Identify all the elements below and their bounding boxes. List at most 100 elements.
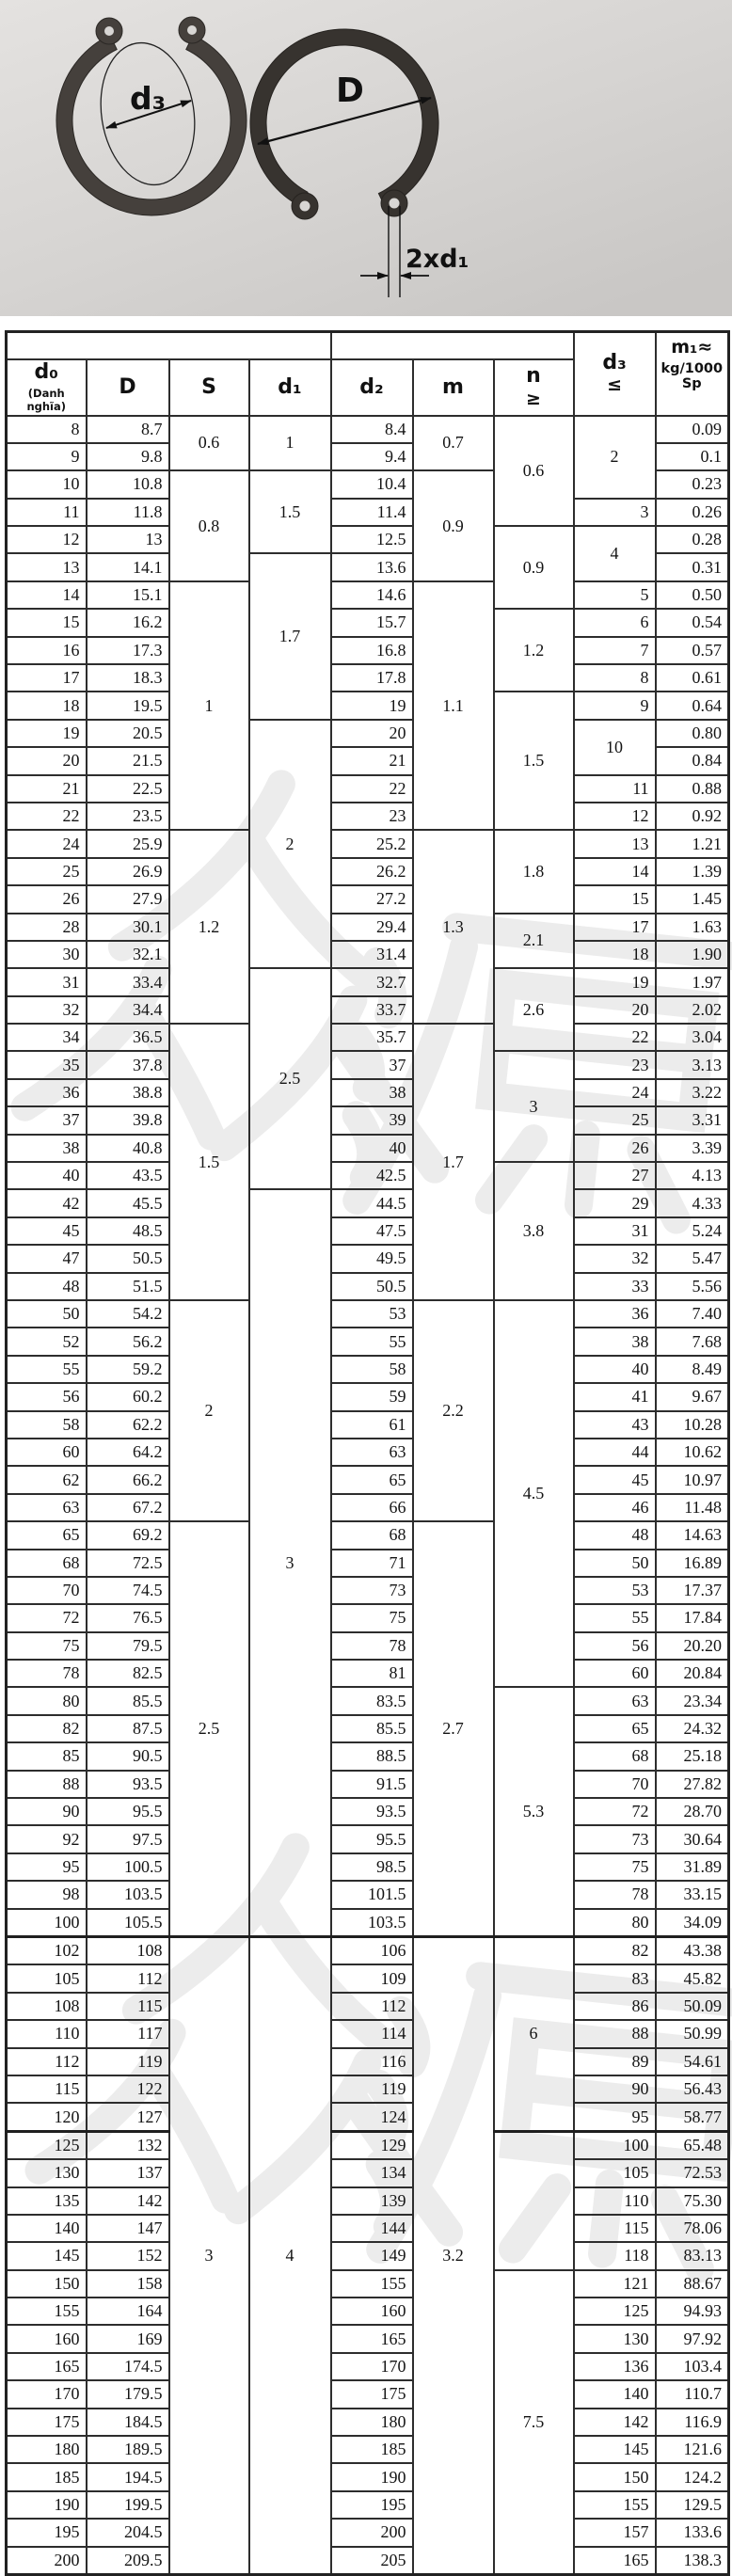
- cell-d1: 1.5: [247, 469, 332, 555]
- cell-d2: 160: [329, 2297, 414, 2327]
- cell-D: 152: [85, 2241, 170, 2271]
- cell-d2: 44.5: [329, 1188, 414, 1218]
- table-row: 34 36.5 1.5 35.7 1.7 22 3.04: [5, 1023, 730, 1301]
- cell-d2: 42.5: [329, 1161, 414, 1191]
- cell-n: 7.5: [492, 2268, 575, 2576]
- cell-d3: 31: [572, 1216, 657, 1247]
- cell-d0: 110: [5, 2019, 88, 2049]
- cell-n: 0.6: [492, 414, 575, 528]
- cell-d3: 86: [572, 1991, 657, 2022]
- col-header-d1-label: d₁: [278, 374, 302, 399]
- cell-d0: 15: [5, 608, 88, 638]
- cell-d0: 52: [5, 1327, 88, 1357]
- table-row: 130 137 134 105 72.53: [5, 2158, 730, 2188]
- cell-d2: 91.5: [329, 1769, 414, 1800]
- cell-d3: 41: [572, 1382, 657, 1412]
- cell-m: 1.1: [411, 580, 495, 832]
- cell-d2: 37: [329, 1050, 414, 1080]
- cell-d2: 39: [329, 1105, 414, 1136]
- table-row: 175 184.5 180 142 116.9: [5, 2407, 730, 2438]
- cell-d3: 48: [572, 1520, 657, 1550]
- cell-m1: 78.06: [654, 2213, 730, 2244]
- cell-d3: 150: [572, 2462, 657, 2492]
- cell-d3: 12: [572, 801, 657, 832]
- left-circlip-lug-hole: [187, 25, 197, 35]
- cell-d0: 185: [5, 2462, 88, 2492]
- cell-d2: 66: [329, 1492, 414, 1523]
- col-header-m1-label: m₁≈: [671, 337, 713, 358]
- cell-d0: 68: [5, 1548, 88, 1578]
- cell-d2: 170: [329, 2351, 414, 2382]
- cell-d0: 56: [5, 1382, 88, 1412]
- col-header-S-label: S: [201, 374, 216, 399]
- cell-d3: 18: [572, 939, 657, 970]
- cell-d3: 14: [572, 856, 657, 887]
- cell-m1: 0.28: [654, 525, 730, 555]
- cell-d0: 92: [5, 1824, 88, 1854]
- cell-D: 90.5: [85, 1741, 170, 1772]
- cell-m1: 58.77: [654, 2102, 730, 2133]
- cell-d3: 90: [572, 2074, 657, 2105]
- cell-d0: 100: [5, 1907, 88, 1938]
- cell-d0: 90: [5, 1797, 88, 1827]
- table-row: 82 87.5 85.5 65 24.32: [5, 1713, 730, 1744]
- photo-background: [0, 0, 732, 316]
- table-row: 170 179.5 175 140 110.7: [5, 2379, 730, 2409]
- cell-d3: 78: [572, 1880, 657, 1910]
- cell-d3: 142: [572, 2407, 657, 2438]
- cell-d2: 109: [329, 1964, 414, 1994]
- cell-m1: 97.92: [654, 2324, 730, 2354]
- table-row: 21 22.5 22 11 0.88: [5, 773, 730, 803]
- cell-d3: 68: [572, 1741, 657, 1772]
- col-header-D-label: D: [119, 374, 136, 399]
- cell-D: 54.2: [85, 1298, 170, 1329]
- cell-d2: 15.7: [329, 608, 414, 638]
- cell-D: 79.5: [85, 1630, 170, 1662]
- cell-D: 60.2: [85, 1382, 170, 1412]
- cell-D: 11.8: [85, 497, 170, 528]
- table-row: 120 127 124 95 58.77: [5, 2102, 730, 2133]
- cell-d3: 70: [572, 1769, 657, 1800]
- cell-d2: 58: [329, 1354, 414, 1385]
- right-circlip-lug-hole: [389, 198, 400, 209]
- cell-d3: 72: [572, 1797, 657, 1827]
- table-row: 17 18.3 17.8 8 0.61: [5, 663, 730, 693]
- cell-d1: 1.7: [247, 552, 332, 721]
- cell-d2: 13.6: [329, 552, 414, 582]
- cell-d2: 124: [329, 2102, 414, 2133]
- table-row: 11 11.8 11.4 3 0.26: [5, 497, 730, 528]
- table-row: 38 40.8 40 26 3.39: [5, 1133, 730, 1164]
- table-row: 92 97.5 95.5 73 30.64: [5, 1824, 730, 1854]
- col-header-D: D: [85, 358, 170, 417]
- cell-d2: 165: [329, 2324, 414, 2354]
- cell-d2: 81: [329, 1659, 414, 1689]
- cell-d2: 8.4: [329, 414, 414, 444]
- cell-m1: 94.93: [654, 2297, 730, 2327]
- cell-d3: 24: [572, 1077, 657, 1108]
- spec-table: d₃ ≤ m₁≈ kg/1000 Sp d₀ (Danh nghĩa) D S …: [5, 330, 731, 2576]
- cell-m1: 5.47: [654, 1244, 730, 1274]
- cell-d3: 15: [572, 884, 657, 914]
- cell-D: 164: [85, 2297, 170, 2327]
- cell-m1: 4.33: [654, 1188, 730, 1218]
- table-row: 32 34.4 33.7 20 2.02: [5, 994, 730, 1026]
- cell-D: 34.4: [85, 994, 170, 1026]
- cell-d3: 7: [572, 635, 657, 666]
- cell-d0: 50: [5, 1298, 88, 1329]
- cell-n: 2.1: [492, 912, 575, 970]
- cell-d0: 58: [5, 1409, 88, 1439]
- cell-m1: 11.48: [654, 1492, 730, 1523]
- cell-d0: 140: [5, 2213, 88, 2244]
- cell-n: 2.6: [492, 967, 575, 1053]
- cell-m1: 0.09: [654, 414, 730, 444]
- cell-m1: 3.22: [654, 1077, 730, 1108]
- cell-D: 66.2: [85, 1465, 170, 1495]
- table-row: 10 10.8 0.8 1.5 10.4 0.9 0.23: [5, 469, 730, 582]
- cell-d0: 22: [5, 801, 88, 832]
- cell-d3: 50: [572, 1548, 657, 1578]
- cell-d3: 17: [572, 912, 657, 942]
- cell-d3: 55: [572, 1603, 657, 1633]
- cell-d3: 44: [572, 1437, 657, 1468]
- cell-d2: 55: [329, 1327, 414, 1357]
- cell-m1: 65.48: [654, 2129, 730, 2161]
